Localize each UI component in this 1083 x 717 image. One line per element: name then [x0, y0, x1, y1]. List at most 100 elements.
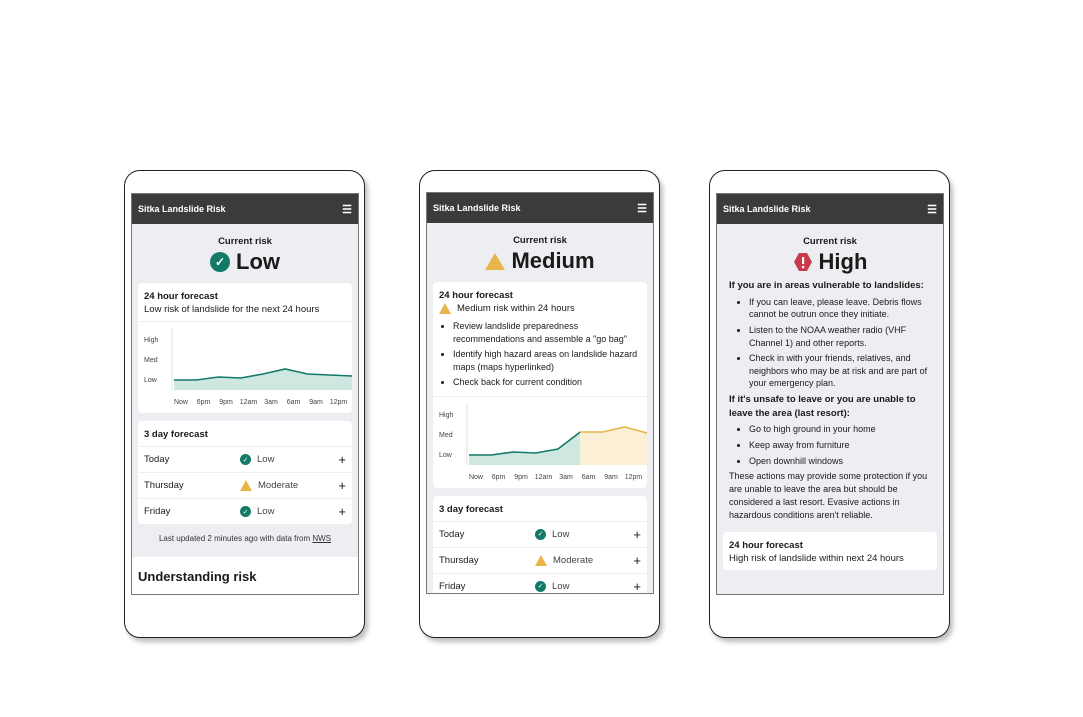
- three-day-card: 3 day forecast Today ✓ Low + Thursday Moderat…: [433, 495, 647, 594]
- check-circle-icon: ✓: [210, 252, 230, 272]
- last-updated: Last updated 2 minutes ago with data fro…: [132, 524, 358, 557]
- x-tick-label: 9pm: [514, 474, 528, 481]
- x-tick-label: Now: [469, 474, 484, 481]
- forecast-chart: High Med Low Now 6pm 9pm 12am 3am 6am 9am 12pm: [433, 395, 648, 488]
- forecast-24h-card: 24 hour forecast High risk of landslide …: [723, 532, 937, 571]
- x-tick-label: 6pm: [197, 399, 211, 406]
- y-tick-label: High: [144, 337, 159, 344]
- plus-icon[interactable]: +: [633, 526, 641, 542]
- forecast-text-label: Medium risk within 24 hours: [457, 303, 575, 314]
- card-title: 3 day forecast: [439, 503, 503, 515]
- check-circle-icon: ✓: [535, 580, 546, 592]
- day-name: Thursday: [144, 480, 184, 491]
- x-tick-label: 6am: [287, 399, 301, 406]
- risk-level: ✓ Low: [132, 249, 358, 275]
- low-series-line: [174, 368, 353, 381]
- plus-icon[interactable]: +: [338, 504, 346, 519]
- hamburger-icon[interactable]: ☰: [637, 202, 647, 215]
- list-item: Check back for current condition: [453, 376, 643, 389]
- y-tick-label: Med: [144, 357, 158, 364]
- day-name: Thursday: [439, 554, 479, 566]
- plus-icon[interactable]: +: [633, 552, 641, 568]
- y-tick-label: Med: [439, 432, 453, 439]
- low-series-area: [469, 431, 581, 465]
- warning-triangle-icon: [439, 303, 451, 314]
- day-risk-text: Moderate: [258, 480, 299, 491]
- current-risk-label: Current risk: [803, 236, 857, 247]
- y-tick-label: Low: [144, 377, 158, 384]
- day-risk: ✓ Low: [535, 580, 633, 592]
- day-risk-text: Moderate: [553, 554, 594, 566]
- day-row[interactable]: Today ✓ Low +: [138, 446, 352, 472]
- day-name: Friday: [439, 580, 466, 592]
- screen: Sitka Landslide Risk ☰ Current risk Mediu…: [426, 192, 654, 594]
- app-title: Sitka Landslide Risk: [138, 204, 226, 214]
- check-circle-icon: ✓: [240, 454, 251, 465]
- day-name: Today: [439, 528, 465, 540]
- x-tick-label: 6pm: [492, 474, 506, 481]
- x-tick-label: 6am: [582, 474, 596, 481]
- phone-low-risk: Sitka Landslide Risk ☰ Current risk ✓ Low …: [124, 170, 365, 638]
- note-text: These actions may provide some protectio…: [729, 471, 928, 521]
- list-item: Check in with your friends, relatives, a…: [749, 352, 931, 390]
- list-item: Identify high hazard areas on landslide …: [453, 348, 643, 373]
- day-risk: Moderate: [240, 480, 338, 491]
- x-tick-label: 9am: [309, 399, 323, 406]
- plus-icon[interactable]: +: [338, 452, 346, 467]
- list-item: Open downhill windows: [749, 455, 931, 468]
- check-circle-icon: ✓: [535, 528, 546, 540]
- risk-level: High: [717, 249, 943, 275]
- recommendation-list: Review landslide preparedness recommenda…: [433, 320, 647, 396]
- x-tick-label: 12am: [240, 399, 258, 406]
- risk-level-text: High: [818, 249, 868, 274]
- day-row[interactable]: Friday ✓ Low +: [433, 572, 647, 594]
- app-header: Sitka Landslide Risk ☰: [132, 194, 358, 224]
- hamburger-icon[interactable]: ☰: [927, 203, 937, 216]
- y-tick-label: Low: [439, 452, 453, 459]
- x-tick-label: 12pm: [330, 399, 348, 406]
- list-item: Listen to the NOAA weather radio (VHF Ch…: [749, 324, 931, 349]
- card-title: 24 hour forecast: [439, 290, 513, 301]
- day-row[interactable]: Thursday Moderate +: [433, 546, 647, 573]
- forecast-text: High risk of landslide within next 24 ho…: [729, 553, 904, 565]
- risk-level: Medium: [427, 248, 653, 274]
- card-title: 24 hour forecast: [144, 291, 218, 302]
- phone-medium-risk: Sitka Landslide Risk ☰ Current risk Mediu…: [419, 170, 660, 638]
- current-risk-label: Current risk: [513, 235, 567, 246]
- exclamation-octagon-icon: [793, 253, 812, 271]
- hamburger-icon[interactable]: ☰: [342, 203, 352, 216]
- x-tick-label: 3am: [559, 474, 573, 481]
- leave-list: If you can leave, please leave. Debris f…: [729, 296, 931, 390]
- x-tick-label: 9pm: [219, 399, 233, 406]
- forecast-24h-card: 24 hour forecast Low risk of landslide f…: [138, 283, 353, 413]
- card-title: 3 day forecast: [144, 429, 208, 440]
- warning-triangle-icon: [485, 252, 506, 270]
- x-tick-label: 9am: [604, 474, 618, 481]
- forecast-24h-card: 24 hour forecast Medium risk within 24 h…: [433, 282, 648, 488]
- forecast-text: Medium risk within 24 hours: [433, 303, 647, 320]
- app-header: Sitka Landslide Risk ☰: [717, 194, 943, 224]
- check-circle-icon: ✓: [240, 506, 251, 517]
- day-risk: ✓ Low: [535, 528, 633, 540]
- day-risk: ✓ Low: [240, 506, 338, 517]
- day-row[interactable]: Friday ✓ Low +: [138, 498, 352, 524]
- plus-icon[interactable]: +: [633, 578, 641, 594]
- nws-link[interactable]: NWS: [312, 534, 332, 543]
- day-row[interactable]: Thursday Moderate +: [138, 472, 352, 498]
- list-item: Review landslide preparedness recommenda…: [453, 320, 643, 345]
- x-tick-label: 3am: [264, 399, 278, 406]
- x-tick-label: Now: [174, 399, 189, 406]
- current-risk-label: Current risk: [218, 236, 272, 247]
- plus-icon[interactable]: +: [338, 478, 346, 493]
- day-risk-text: Low: [257, 506, 275, 517]
- forecast-text: Low risk of landslide for the next 24 ho…: [144, 304, 320, 315]
- screen: Sitka Landslide Risk ☰ Current risk ✓ Low …: [131, 193, 359, 595]
- day-row[interactable]: Today ✓ Low +: [433, 520, 647, 547]
- x-tick-label: 12pm: [625, 474, 643, 481]
- app-header: Sitka Landslide Risk ☰: [427, 193, 653, 223]
- day-risk-text: Low: [257, 454, 275, 465]
- day-risk: Moderate: [535, 554, 633, 566]
- risk-level-text: Medium: [511, 248, 595, 273]
- screen: Sitka Landslide Risk ☰ Current risk High …: [716, 193, 944, 595]
- three-day-card: 3 day forecast Today ✓ Low + Thursday Moderat…: [138, 421, 352, 524]
